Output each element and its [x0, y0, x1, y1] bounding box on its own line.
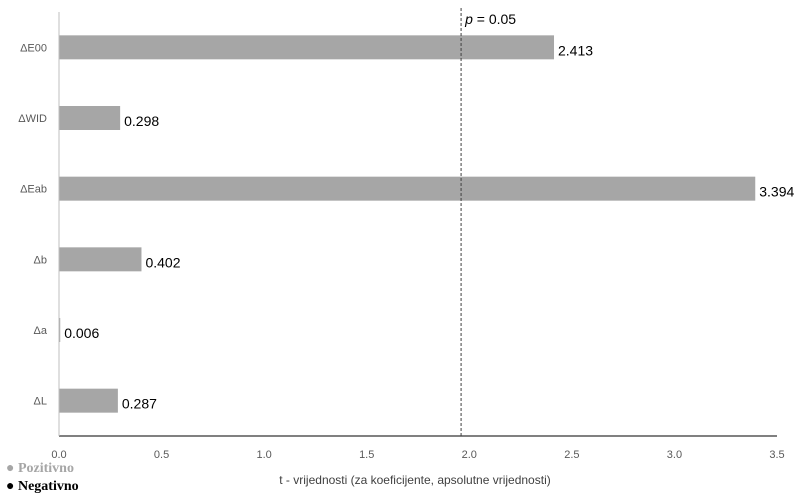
reference-line-label-p: p: [464, 11, 473, 27]
x-tick-label: 0.0: [51, 449, 66, 461]
data-labels: 2.413 0.298 3.394 0.402 0.006 0.287: [64, 42, 794, 411]
reference-line-label-value: = 0.05: [473, 11, 516, 27]
data-label: 0.298: [124, 113, 159, 129]
bar: [59, 388, 118, 413]
legend-label-positive: Pozitivno: [17, 461, 74, 476]
reference-line-label: p = 0.05: [464, 11, 516, 27]
category-label: Δb: [34, 254, 47, 266]
x-tick-label: 0.5: [154, 449, 169, 461]
x-tick-label: 2.0: [462, 449, 477, 461]
x-tick-label: 2.5: [564, 449, 579, 461]
category-label: Δa: [34, 325, 48, 337]
bar: [59, 106, 121, 130]
bar: [59, 318, 61, 342]
data-label: 2.413: [558, 42, 593, 58]
legend-item-negative: ● Negativno: [6, 478, 79, 496]
legend-label-negative: Negativno: [17, 479, 79, 494]
x-axis-title: t - vrijednosti (za koeficijente, apsolu…: [279, 473, 550, 487]
bar: [59, 247, 142, 272]
legend-marker-positive: ●: [6, 461, 15, 476]
data-label: 0.006: [64, 325, 99, 341]
category-label: ΔL: [34, 396, 47, 408]
x-tick-labels: 0.0 0.5 1.0 1.5 2.0 2.5 3.0 3.5: [51, 449, 784, 461]
category-label: ΔWID: [18, 113, 47, 125]
data-label: 3.394: [759, 184, 794, 200]
data-label: 0.287: [122, 396, 157, 412]
x-tick-label: 3.0: [667, 449, 682, 461]
legend-marker-negative: ●: [6, 479, 15, 494]
category-labels: ΔE00 ΔWID ΔEab Δb Δa ΔL: [18, 42, 48, 407]
legend-item-positive: ● Pozitivno: [6, 460, 79, 478]
x-tick-label: 1.0: [256, 449, 271, 461]
data-label: 0.402: [145, 254, 180, 270]
legend: ● Pozitivno ● Negativno: [6, 460, 79, 496]
x-tick-label: 1.5: [359, 449, 374, 461]
bars-layer: [59, 35, 756, 413]
category-label: ΔE00: [20, 42, 47, 54]
category-label: ΔEab: [20, 184, 47, 196]
bar: [59, 35, 555, 60]
bar: [59, 176, 756, 201]
x-tick-label: 3.5: [769, 449, 784, 461]
